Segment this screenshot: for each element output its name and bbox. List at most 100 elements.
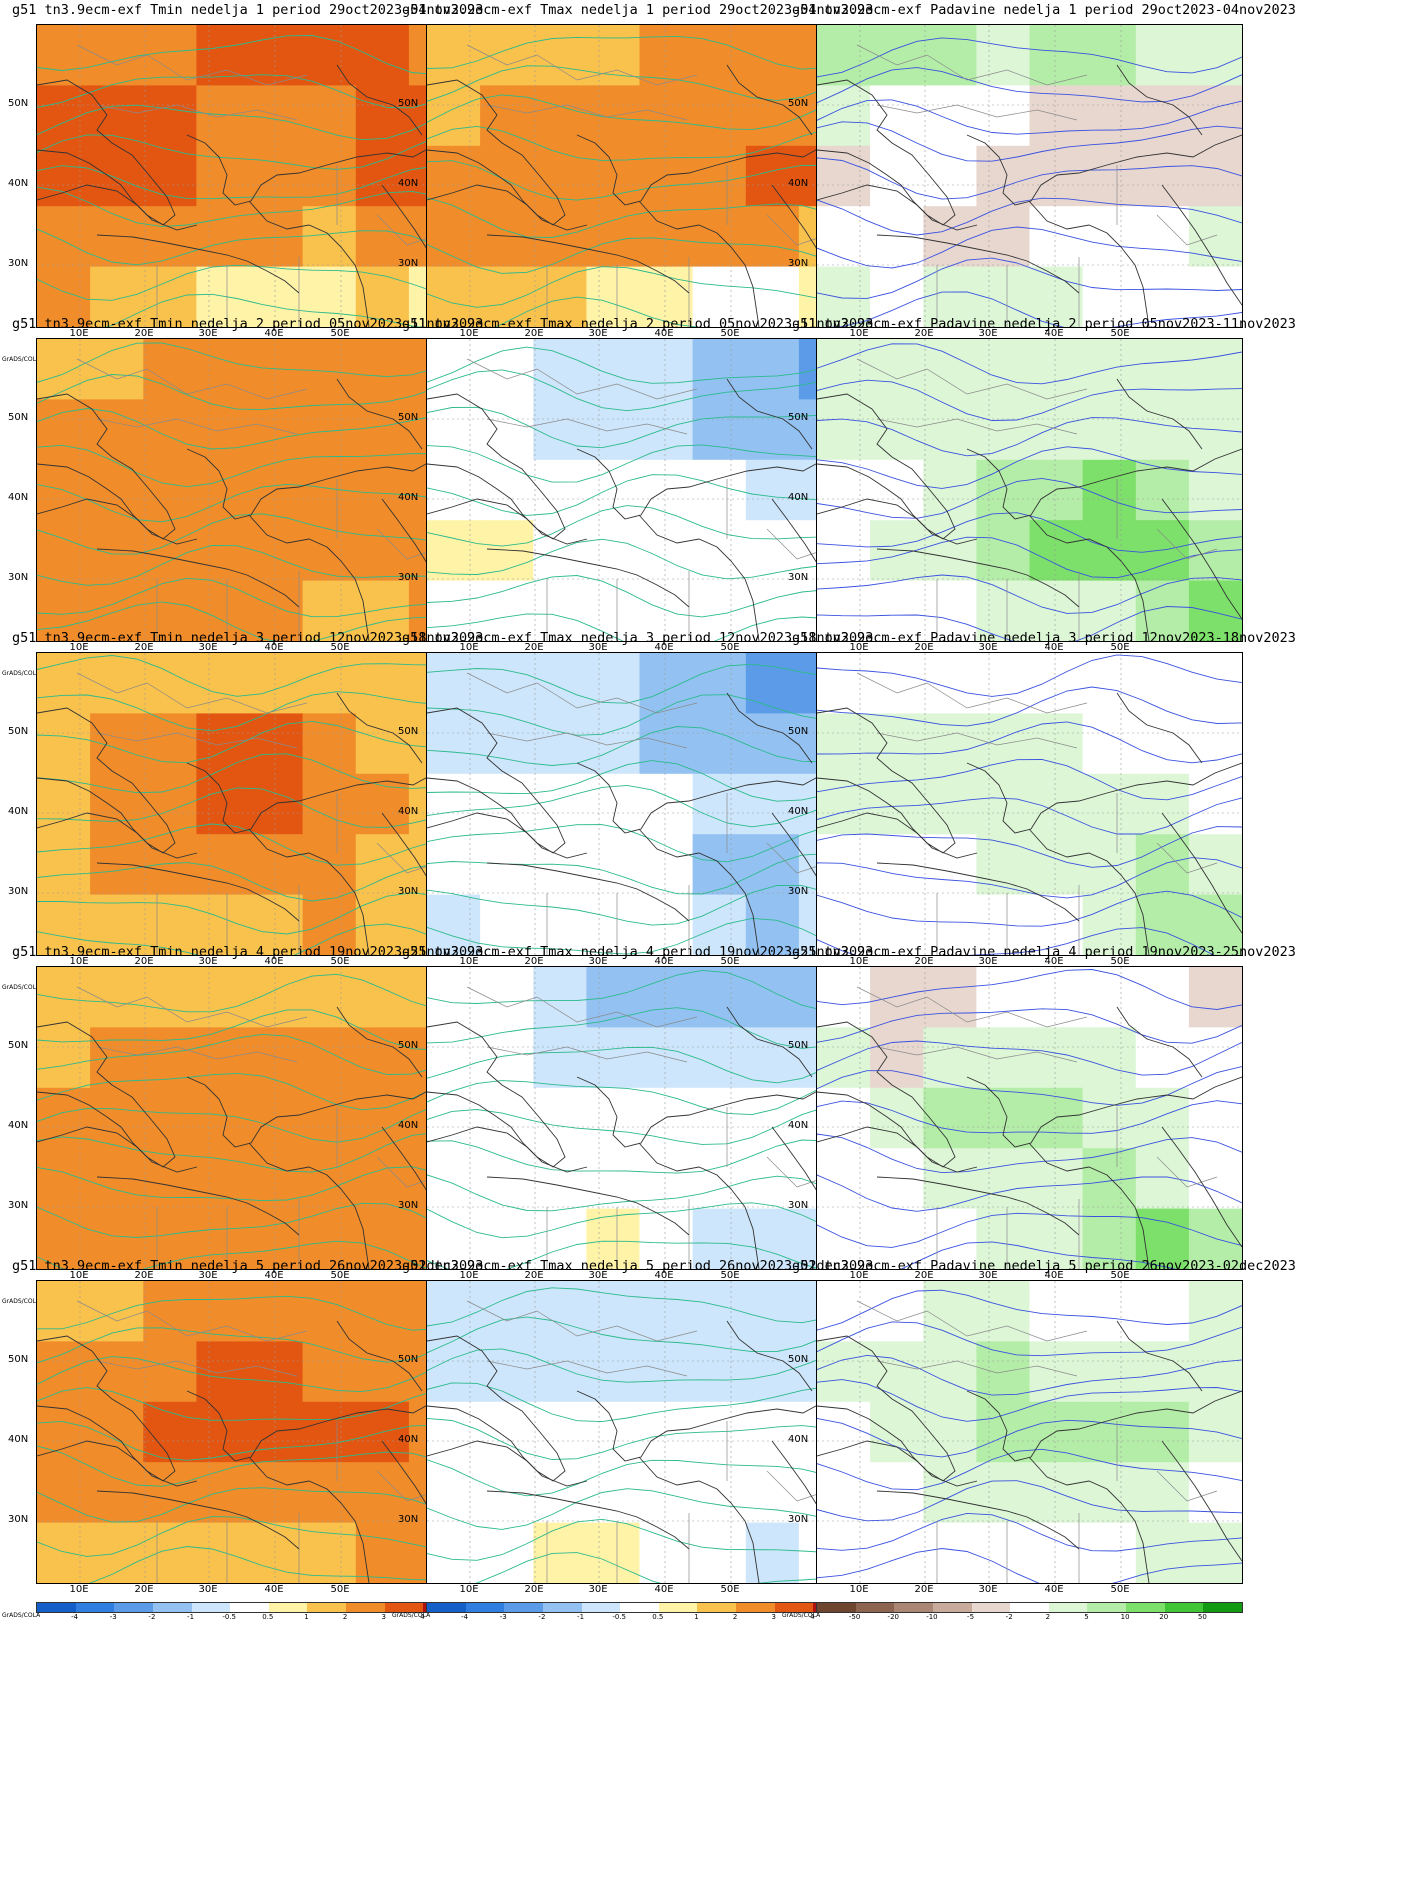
lat-tick-label: 40N (788, 1120, 809, 1131)
climatology-contour (900, 1241, 1177, 1269)
anomaly-cell (692, 773, 747, 835)
climatology-contour (817, 686, 1242, 727)
lon-tick-label: 40E (654, 328, 674, 339)
lon-tick-label: 10E (459, 642, 479, 653)
anomaly-cell (817, 580, 871, 641)
climatology-contour (37, 483, 462, 523)
country-border (876, 1046, 1078, 1063)
anomaly-cell (480, 967, 534, 1028)
climatology-contour (427, 1417, 852, 1460)
anomaly-cell (586, 459, 641, 521)
anomaly-cell (249, 520, 304, 582)
climatology-contour (817, 99, 1242, 135)
anomaly-cell (249, 834, 304, 896)
anomaly-cell (143, 459, 197, 521)
anomaly-cell (480, 580, 534, 641)
climatology-contour (817, 536, 1242, 579)
lon-tick-label: 40E (264, 1270, 284, 1281)
coastline (186, 1390, 462, 1462)
lat-tick-label: 40N (8, 178, 29, 189)
coastline (427, 707, 566, 854)
anomaly-cell (1082, 834, 1137, 896)
coastline (37, 79, 176, 226)
climatology-contour (427, 1105, 852, 1145)
climatology-contour (817, 291, 1242, 327)
anomaly-cell (249, 25, 304, 86)
anomaly-cell (1029, 1401, 1084, 1463)
anomaly-cell (533, 1281, 587, 1342)
climatology-contour (817, 1548, 1242, 1583)
anomaly-cell (870, 713, 924, 775)
colorbar-swatch (1010, 1603, 1049, 1612)
anomaly-cell (427, 85, 481, 147)
anomaly-cell (1082, 85, 1137, 147)
anomaly-cell (90, 967, 144, 1028)
anomaly-cell (1188, 834, 1242, 896)
climatology-contour (37, 1131, 462, 1173)
coastline (966, 1076, 1242, 1148)
anomaly-cell (586, 834, 641, 896)
anomaly-cell (37, 266, 91, 327)
climatology-contour (427, 1348, 852, 1383)
anomaly-cell (143, 266, 197, 327)
climatology-contour (37, 1202, 462, 1238)
map-field-svg (817, 339, 1242, 641)
grads-credit: GrADS/COLA (2, 670, 41, 677)
climatology-contour (37, 823, 462, 866)
climatology-contour (817, 1040, 1242, 1076)
anomaly-cell (1082, 459, 1137, 521)
coastline (817, 79, 956, 226)
coastline (37, 1335, 176, 1482)
map-area (36, 24, 463, 328)
country-border (466, 672, 698, 714)
anomaly-cell (586, 520, 641, 582)
climatology-contour (427, 1202, 852, 1239)
coastline (486, 1490, 690, 1550)
coastline (248, 200, 370, 327)
climatology-contour (37, 1356, 462, 1393)
anomaly-cell (639, 653, 694, 714)
lon-tick-label: 20E (914, 642, 934, 653)
country-border (1156, 1470, 1218, 1502)
climatology-contour (475, 1552, 852, 1583)
anomaly-cell (302, 1462, 357, 1524)
lon-tick-label: 50E (720, 956, 740, 967)
colorbar-swatch (542, 1603, 582, 1612)
lat-tick-label: 30N (788, 1200, 809, 1211)
coastline (427, 498, 588, 545)
anomaly-cell (302, 25, 357, 86)
anomaly-cell (302, 580, 357, 641)
anomaly-cell (817, 145, 871, 207)
anomaly-cell (586, 206, 641, 268)
anomaly-cell (870, 339, 924, 400)
anomaly-cell (302, 773, 357, 835)
coastline (37, 1021, 176, 1168)
panel-title: g51 tn3.9ecm-exf Tmax nedelja 3 period 1… (402, 630, 874, 646)
anomaly-cell (355, 520, 410, 582)
colorbar-label: -1 (577, 1613, 585, 1621)
anomaly-cell (249, 459, 304, 521)
coastline (37, 393, 176, 540)
coastline (817, 393, 956, 540)
coastline (1028, 200, 1150, 327)
anomaly-cell (533, 1462, 587, 1524)
anomaly-cell (870, 1148, 924, 1210)
lat-tick-label: 30N (398, 886, 419, 897)
colorbar-label: -2 (538, 1613, 546, 1621)
colorbar-label: 5 (1084, 1613, 1089, 1621)
lon-tick-label: 50E (1110, 1584, 1130, 1595)
anomaly-cell (143, 713, 197, 775)
colorbar-label: 3 (381, 1613, 386, 1621)
anomaly-cell (143, 1027, 197, 1089)
anomaly-cell (976, 1208, 1031, 1269)
anomaly-cell (586, 773, 641, 835)
climatology-contour (37, 691, 462, 732)
colorbar-label: 3 (771, 1613, 776, 1621)
anomaly-cell (427, 145, 481, 207)
country-border (486, 104, 688, 121)
anomaly-cell (90, 834, 144, 896)
lat-tick-label: 30N (8, 1514, 29, 1525)
lat-tick-label: 40N (8, 492, 29, 503)
lat-tick-label: 40N (788, 178, 809, 189)
coastline (186, 134, 462, 206)
